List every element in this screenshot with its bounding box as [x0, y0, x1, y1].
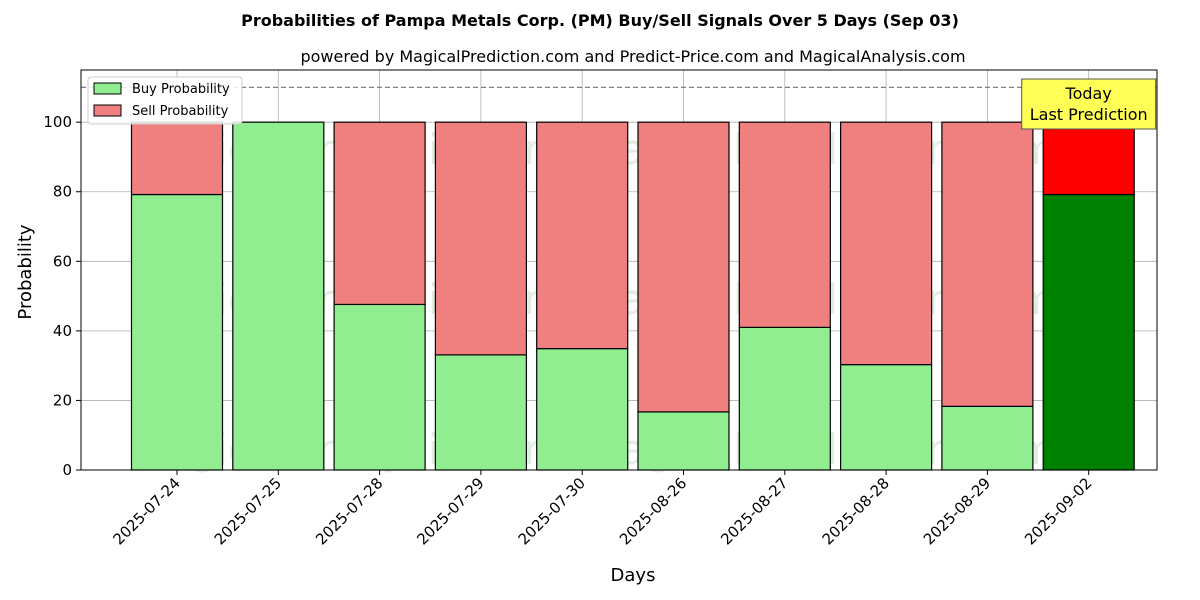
legend-swatch — [93, 104, 122, 117]
buy-bar — [434, 354, 527, 471]
chart-title: Probabilities of Pampa Metals Corp. (PM)… — [241, 11, 959, 30]
chart-subtitle: powered by MagicalPrediction.com and Pre… — [300, 47, 965, 66]
sell-bar — [738, 121, 831, 328]
legend: Buy Probability Sell Probability — [87, 76, 243, 125]
x-tick-label: 2025-08-28 — [819, 474, 893, 548]
x-tick-label: 2025-08-27 — [717, 474, 791, 548]
sell-bar — [434, 121, 527, 356]
buy-bar — [536, 348, 629, 471]
y-tick-label: 100 — [43, 113, 72, 131]
x-tick-label: 2025-07-24 — [109, 474, 183, 548]
x-axis-label: Days — [611, 565, 656, 586]
sell-bar — [839, 121, 933, 366]
x-tick-label: 2025-08-26 — [616, 474, 690, 548]
sell-bar — [536, 121, 629, 350]
buy-bar — [839, 364, 933, 471]
x-tick-label: 2025-09-02 — [1021, 474, 1095, 548]
bars — [130, 121, 1135, 471]
buy-bar — [1042, 193, 1135, 471]
buy-bar — [232, 121, 325, 471]
buy-bar — [738, 326, 831, 471]
x-tick-label: 2025-07-28 — [312, 474, 386, 548]
sell-bar — [941, 121, 1034, 407]
legend-box — [87, 76, 243, 125]
legend-swatch — [93, 82, 122, 95]
x-axis-ticks: 2025-07-24 2025-07-25 2025-07-28 2025-07-29… — [109, 470, 1096, 548]
y-tick-label: 40 — [53, 322, 72, 340]
y-tick-label: 20 — [53, 391, 72, 409]
y-axis-ticks: 0 20 40 60 80 100 — [43, 113, 81, 479]
sell-bar — [130, 121, 224, 196]
legend-label: Sell Probability — [132, 104, 229, 119]
annotation-box — [1021, 78, 1157, 130]
sell-bar — [637, 121, 730, 413]
y-tick-label: 0 — [62, 461, 72, 479]
sell-bar — [1042, 121, 1135, 196]
annotation-line1: Today — [1065, 84, 1112, 103]
buy-bar — [637, 411, 730, 471]
sell-bar — [333, 121, 426, 306]
buy-bar — [333, 303, 426, 471]
x-tick-label: 2025-08-29 — [920, 474, 994, 548]
plot-frame — [80, 69, 1158, 471]
buy-bar — [130, 193, 224, 471]
legend-label: Buy Probability — [132, 82, 230, 97]
x-tick-label: 2025-07-29 — [413, 474, 487, 548]
x-tick-label: 2025-07-25 — [211, 474, 285, 548]
annotation-line2: Last Prediction — [1030, 105, 1148, 124]
y-axis-label: Probability — [15, 224, 36, 319]
buy-bar — [941, 405, 1034, 471]
x-tick-label: 2025-07-30 — [515, 474, 589, 548]
y-tick-label: 80 — [53, 183, 72, 201]
y-tick-label: 60 — [53, 252, 72, 270]
today-annotation: Today Last Prediction — [1021, 78, 1157, 130]
